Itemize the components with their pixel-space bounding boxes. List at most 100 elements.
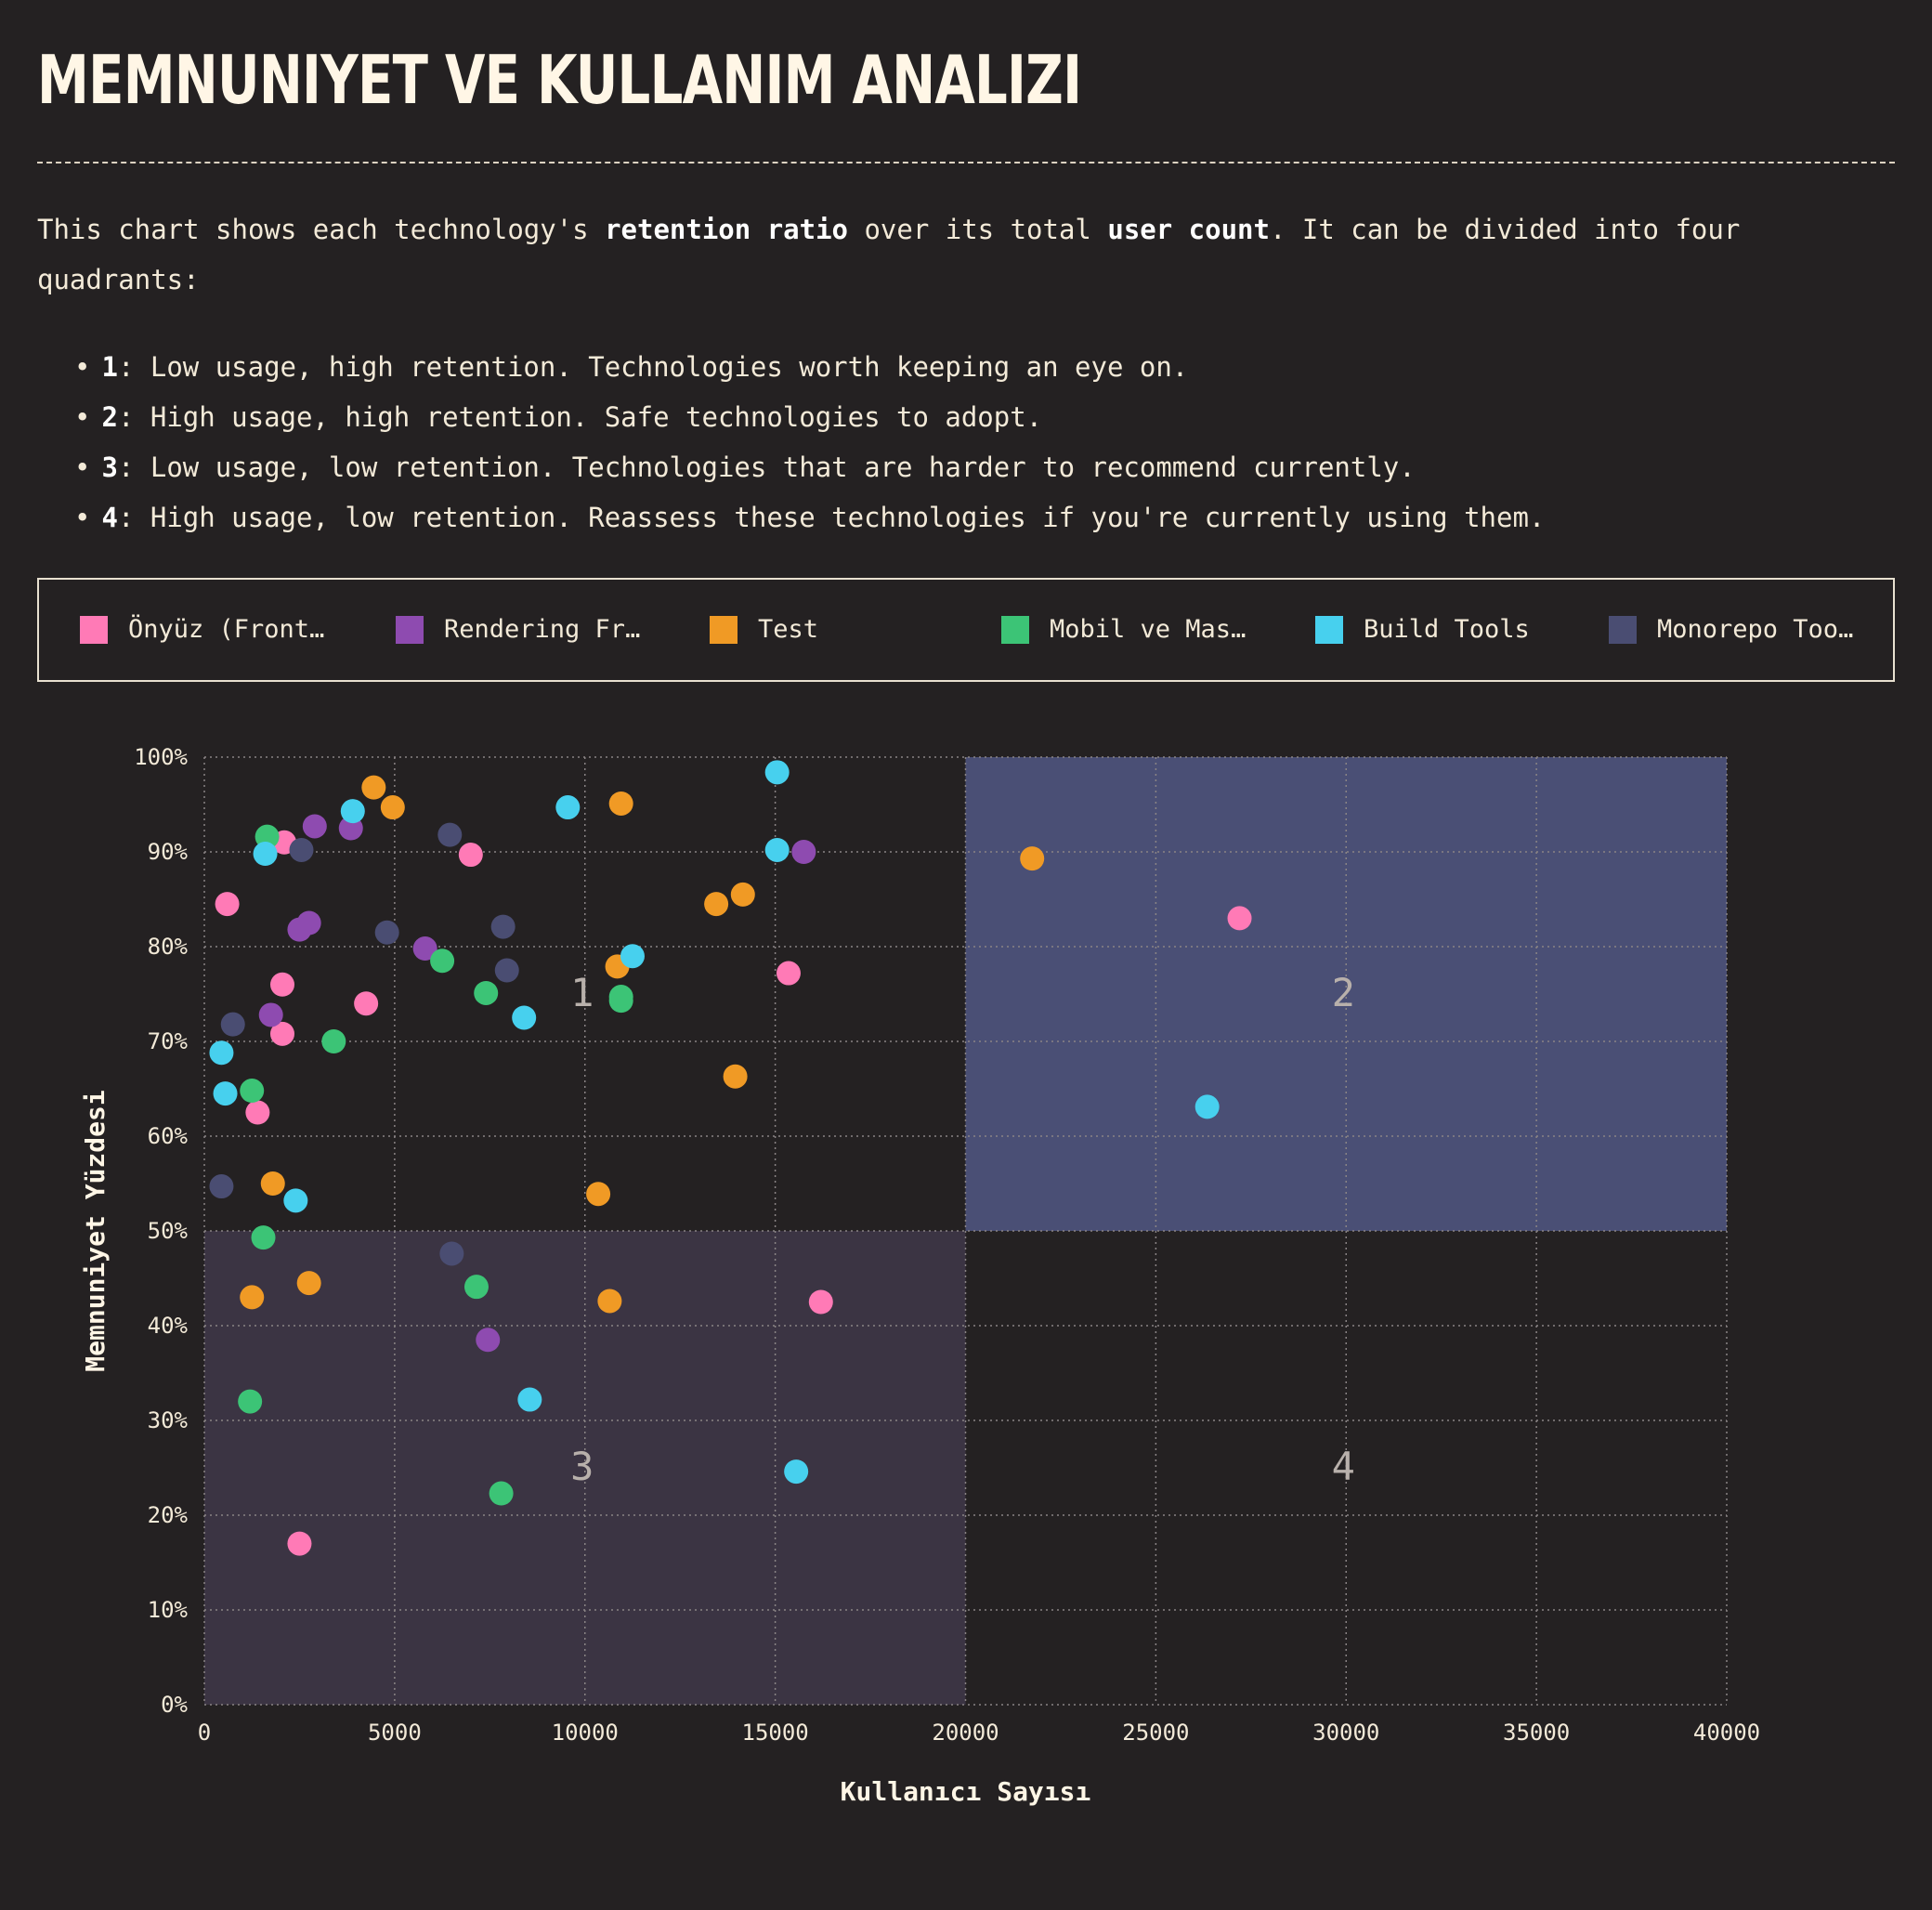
legend-swatch bbox=[80, 615, 108, 644]
data-point bbox=[512, 1005, 537, 1030]
data-point bbox=[287, 1531, 312, 1556]
data-point bbox=[463, 1275, 489, 1300]
data-point bbox=[272, 830, 297, 855]
data-point bbox=[586, 1182, 611, 1207]
y-tick-label: 60% bbox=[148, 1123, 189, 1149]
quadrant-item-2: 2: High usage, high retention. Safe tech… bbox=[74, 392, 1545, 442]
x-axis-label: Kullanıcı Sayısı bbox=[841, 1776, 1091, 1807]
data-point bbox=[289, 837, 314, 862]
data-point bbox=[597, 1289, 622, 1314]
data-point bbox=[296, 1271, 321, 1296]
quadrant-item-1: 1: Low usage, high retention. Technologi… bbox=[74, 342, 1545, 392]
x-tick-label: 10000 bbox=[552, 1720, 619, 1746]
data-point bbox=[412, 936, 437, 962]
data-point bbox=[776, 961, 801, 986]
data-point bbox=[209, 1174, 234, 1199]
y-tick-label: 20% bbox=[148, 1502, 189, 1528]
x-tick-label: 0 bbox=[198, 1720, 211, 1746]
data-point bbox=[338, 816, 363, 841]
data-point bbox=[340, 799, 365, 824]
quadrant-label-2: 2 bbox=[1332, 970, 1355, 1015]
x-tick-label: 30000 bbox=[1312, 1720, 1379, 1746]
legend-item-frontend[interactable]: Önyüz (Front… bbox=[80, 615, 324, 644]
data-point bbox=[258, 1002, 283, 1027]
legend-swatch bbox=[710, 615, 738, 644]
data-point bbox=[605, 954, 630, 979]
data-point bbox=[764, 837, 790, 862]
chart-description: This chart shows each technology's reten… bbox=[37, 204, 1895, 305]
legend-item-test[interactable]: Test bbox=[710, 615, 818, 644]
legend-label: Rendering Fr… bbox=[444, 615, 641, 644]
y-tick-label: 0% bbox=[161, 1692, 188, 1718]
data-point bbox=[764, 760, 790, 785]
description-emphasis-user-count: user count bbox=[1107, 214, 1270, 245]
quadrant-label-3: 3 bbox=[570, 1444, 594, 1489]
data-point bbox=[458, 843, 483, 868]
y-tick-label: 40% bbox=[148, 1313, 189, 1339]
quadrant-item-4: 4: High usage, low retention. Reassess t… bbox=[74, 492, 1545, 543]
data-point bbox=[474, 980, 499, 1005]
data-point bbox=[354, 991, 379, 1016]
data-point bbox=[296, 910, 321, 935]
data-point bbox=[380, 795, 405, 820]
legend-label: Mobil ve Mas… bbox=[1050, 615, 1247, 644]
data-point bbox=[608, 985, 633, 1010]
data-point bbox=[269, 1021, 294, 1046]
description-text-2: over its total bbox=[848, 214, 1108, 245]
data-point bbox=[620, 944, 645, 969]
legend-swatch bbox=[1315, 615, 1343, 644]
legend-label: Test bbox=[758, 615, 819, 644]
quadrant-label-1: 1 bbox=[570, 970, 594, 1015]
data-point bbox=[361, 775, 386, 800]
chart-legend: Önyüz (Front… Rendering Fr… Test Mobil v… bbox=[37, 578, 1895, 682]
data-point bbox=[240, 1079, 265, 1104]
data-point bbox=[209, 1040, 234, 1066]
y-tick-label: 50% bbox=[148, 1218, 189, 1244]
legend-item-build-tools[interactable]: Build Tools bbox=[1315, 615, 1530, 644]
data-point bbox=[437, 822, 463, 847]
data-point bbox=[287, 917, 312, 942]
data-point bbox=[730, 882, 755, 907]
y-tick-label: 90% bbox=[148, 839, 189, 865]
data-point bbox=[430, 948, 455, 974]
quadrant-number: 3 bbox=[101, 451, 118, 483]
legend-item-monorepo[interactable]: Monorepo Too… bbox=[1609, 615, 1853, 644]
legend-label: Monorepo Too… bbox=[1657, 615, 1854, 644]
quadrant-item-3: 3: Low usage, low retention. Technologie… bbox=[74, 442, 1545, 492]
data-point bbox=[260, 1171, 285, 1196]
data-point bbox=[608, 988, 633, 1014]
data-point bbox=[1194, 1094, 1220, 1119]
data-point bbox=[374, 920, 399, 945]
data-point bbox=[489, 1481, 514, 1506]
x-tick-label: 40000 bbox=[1693, 1720, 1760, 1746]
quadrant-text: : High usage, high retention. Safe techn… bbox=[117, 401, 1043, 433]
data-point bbox=[723, 1064, 748, 1089]
description-emphasis-retention: retention ratio bbox=[605, 214, 848, 245]
legend-swatch bbox=[1001, 615, 1029, 644]
quadrant-text: : Low usage, low retention. Technologies… bbox=[117, 451, 1416, 483]
legend-label: Build Tools bbox=[1364, 615, 1530, 644]
data-point bbox=[608, 791, 633, 816]
data-point bbox=[269, 972, 294, 997]
data-point bbox=[791, 840, 816, 864]
legend-item-mobile[interactable]: Mobil ve Mas… bbox=[1001, 615, 1246, 644]
y-tick-label: 80% bbox=[148, 934, 189, 960]
legend-swatch bbox=[1609, 615, 1637, 644]
quadrant-text: : High usage, low retention. Reassess th… bbox=[117, 502, 1546, 533]
y-tick-label: 70% bbox=[148, 1028, 189, 1054]
data-point bbox=[1227, 906, 1252, 931]
quadrant-3-area bbox=[204, 1231, 966, 1705]
data-point bbox=[321, 1029, 346, 1053]
y-axis-label: Memnuniyet Yüzdesi bbox=[80, 1090, 111, 1371]
x-tick-label: 15000 bbox=[742, 1720, 809, 1746]
description-text-1: This chart shows each technology's bbox=[37, 214, 606, 245]
legend-item-rendering[interactable]: Rendering Fr… bbox=[396, 615, 640, 644]
data-point bbox=[240, 1285, 265, 1310]
page-title: MEMNUNIYET VE KULLANIM ANALIZI bbox=[37, 41, 1082, 119]
legend-swatch bbox=[396, 615, 424, 644]
data-point bbox=[255, 824, 280, 849]
quadrant-text: : Low usage, high retention. Technologie… bbox=[117, 351, 1189, 383]
y-tick-label: 100% bbox=[134, 744, 188, 770]
data-point bbox=[283, 1188, 308, 1213]
data-point bbox=[1020, 846, 1045, 871]
